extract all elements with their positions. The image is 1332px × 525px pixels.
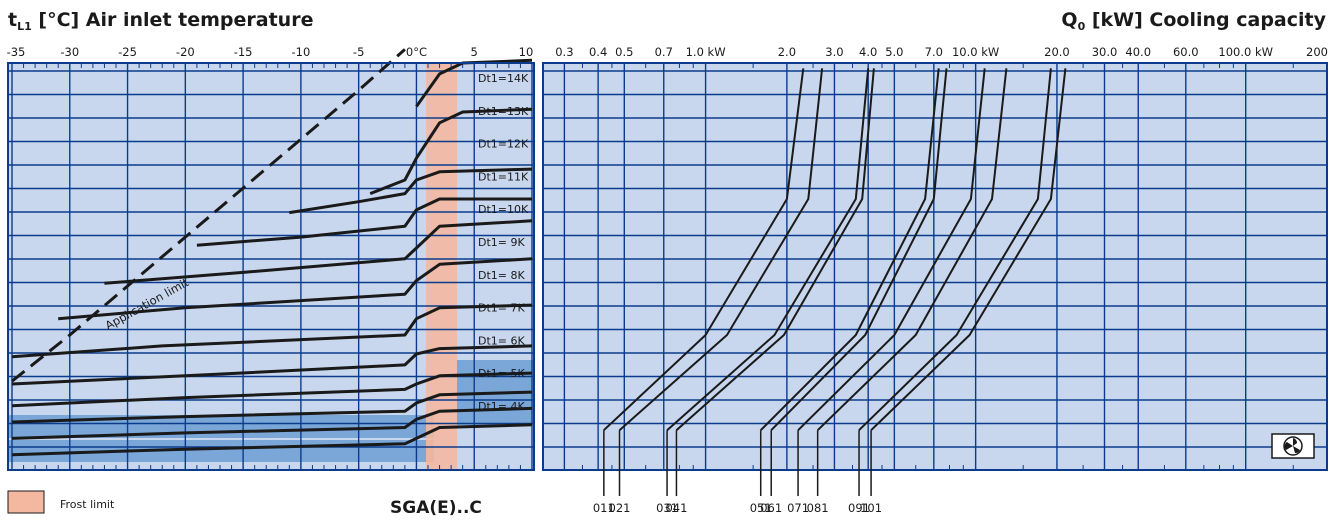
- dt1-label: Dt1= 7K: [478, 302, 525, 315]
- x-tick-label: 0.4: [589, 45, 607, 59]
- model-label: 101: [860, 501, 882, 515]
- x-tick-label: 100.0 kW: [1218, 45, 1273, 59]
- x-tick-label: 3.0: [825, 45, 843, 59]
- right-plot-area: [543, 63, 1327, 470]
- dt1-curve: [11, 344, 533, 386]
- x-tick-label: -25: [118, 45, 137, 59]
- dt1-curve: [415, 58, 533, 108]
- x-tick-label: 1.0 kW: [686, 45, 726, 59]
- x-tick-label: 0.3: [555, 45, 573, 59]
- model-label: 091: [848, 501, 870, 515]
- capacity-curve: [666, 68, 870, 431]
- capacity-curve: [618, 68, 824, 431]
- capacity-curve: [675, 68, 875, 431]
- x-tick-label: 10: [519, 45, 534, 59]
- dt1-curve: [104, 219, 533, 285]
- frost-limit-label: Frost limit: [60, 498, 115, 511]
- x-tick-label: -15: [234, 45, 253, 59]
- model-label: 071: [787, 501, 809, 515]
- x-tick-label: -30: [60, 45, 79, 59]
- dt1-label: Dt1= 9K: [478, 236, 525, 249]
- x-tick-label: -35: [7, 45, 26, 59]
- x-tick-label: 5: [471, 45, 478, 59]
- capacity-curve: [870, 68, 1067, 431]
- x-tick-label: 10.0 kW: [952, 45, 999, 59]
- left-x-tick-labels: -35 -30 -25 -20 -15 -10 -5 0°C 5 10: [7, 45, 534, 59]
- x-tick-label: 200: [1306, 45, 1328, 59]
- lower-curve: [11, 423, 533, 457]
- x-tick-label: 60.0: [1173, 45, 1199, 59]
- x-tick-label: 40.0: [1125, 45, 1151, 59]
- x-tick-label: -5: [353, 45, 364, 59]
- dt1-curve: [196, 197, 532, 247]
- left-axis-title: tL1 [°C] Air inlet temperature: [8, 9, 313, 33]
- frost-limit-zone: [426, 63, 457, 470]
- dt1-label: Dt1=12K: [478, 138, 529, 151]
- dt1-curve: [11, 371, 533, 408]
- model-label: 061: [760, 501, 782, 515]
- product-label: SGA(E)..C: [390, 498, 482, 518]
- right-x-tick-labels: 0.3 0.4 0.5 0.7 1.0 kW 2.0 3.0 4.0 5.0 7.0 10.0 kW…: [555, 45, 1328, 59]
- x-tick-label: 5.0: [885, 45, 903, 59]
- lower-curve: [11, 406, 533, 440]
- x-tick-label: 20.0: [1044, 45, 1070, 59]
- x-tick-label: 0.5: [615, 45, 633, 59]
- dt1-curve: [369, 107, 533, 195]
- x-tick-label: -20: [176, 45, 195, 59]
- frost-limit-swatch: [7, 490, 45, 514]
- model-label: 021: [609, 501, 631, 515]
- capacity-curve: [603, 68, 805, 431]
- x-tick-label: 30.0: [1092, 45, 1118, 59]
- dt1-curve: [58, 257, 533, 321]
- dt1-curve: [289, 167, 533, 215]
- dt1-label: Dt1=10K: [478, 203, 529, 216]
- right-curves: [603, 68, 1067, 431]
- capacity-curve: [817, 68, 1008, 431]
- left-curves: Application limit: [11, 48, 533, 457]
- dt1-label: Dt1=11K: [478, 170, 529, 183]
- x-tick-label: -10: [291, 45, 310, 59]
- x-tick-label: 4.0: [859, 45, 877, 59]
- right-axis-title: Q0 [kW] Cooling capacity: [1061, 9, 1326, 33]
- capacity-curve: [858, 68, 1052, 431]
- model-label: 051: [750, 501, 772, 515]
- dt1-label: Dt1= 8K: [478, 269, 525, 282]
- x-tick-label: 0°C: [406, 45, 427, 59]
- lower-curve: [11, 390, 533, 424]
- application-limit-line: [11, 48, 406, 383]
- model-label: 031: [656, 501, 678, 515]
- x-tick-label: 7.0: [925, 45, 943, 59]
- model-label: 041: [665, 501, 687, 515]
- x-tick-label: 0.7: [655, 45, 673, 59]
- capacity-curve: [797, 68, 986, 431]
- model-label: 011: [593, 501, 615, 515]
- capacity-curve: [759, 68, 940, 431]
- x-tick-label: 2.0: [778, 45, 796, 59]
- band-0: [8, 415, 434, 438]
- dt1-label: Dt1=14K: [478, 72, 529, 85]
- dt1-curve: [11, 303, 533, 359]
- dt1-label: Dt1= 6K: [478, 334, 525, 347]
- capacity-curve: [770, 68, 948, 431]
- fan-icon: [1271, 433, 1315, 459]
- model-label: 081: [807, 501, 829, 515]
